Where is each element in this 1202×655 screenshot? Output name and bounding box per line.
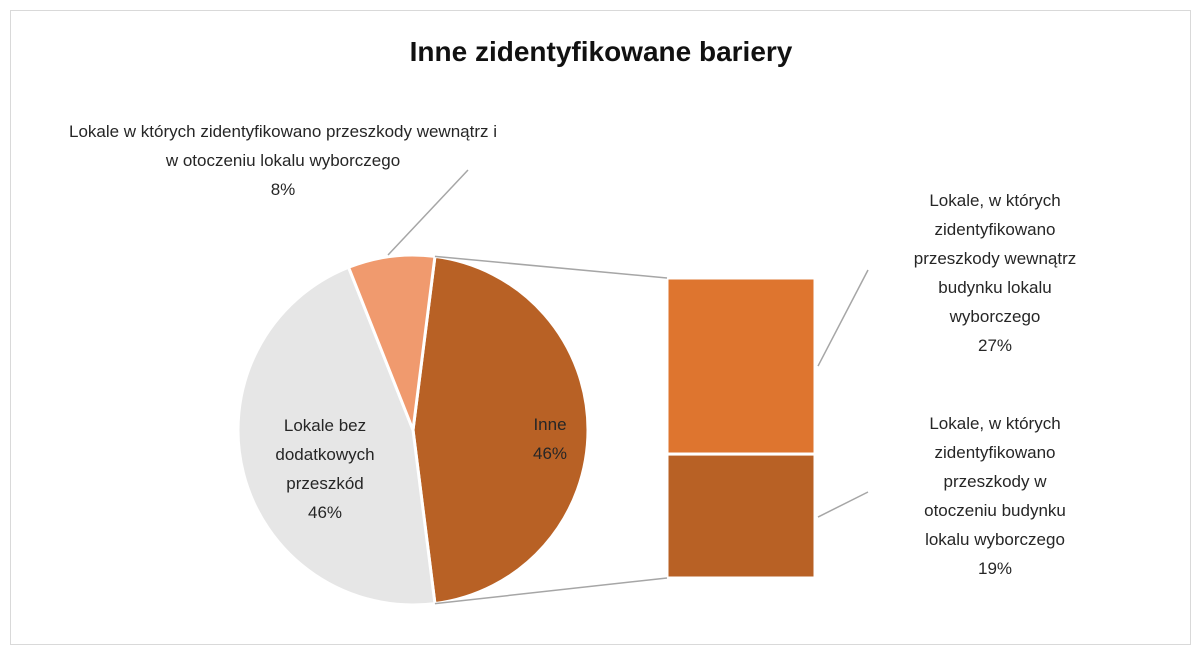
bar-label: Lokale, w których zidentyfikowano przesz…	[910, 186, 1080, 360]
connector-line	[434, 577, 668, 605]
slice-label-text: Inne	[533, 415, 567, 434]
pie-slice	[346, 253, 437, 431]
bar-label: Lokale, w których zidentyfikowano przesz…	[910, 409, 1080, 583]
slice-label-text: 46%	[307, 503, 343, 522]
pie-slice	[236, 265, 437, 607]
slice-label-text: 8%	[270, 180, 296, 199]
bar-segment	[665, 276, 817, 456]
bar-label-text: 27%	[977, 336, 1013, 355]
bar-segment	[665, 452, 817, 580]
bar-label-text: 19%	[977, 559, 1013, 578]
chart-border	[10, 10, 1191, 645]
leader-line	[817, 269, 869, 367]
slice-label: Lokale w których zidentyfikowano przeszk…	[68, 117, 498, 204]
slice-label: Lokale bez dodatkowych przeszkód 46%	[250, 411, 400, 527]
leader-line	[817, 491, 869, 518]
slice-label-text: 46%	[532, 444, 568, 463]
pie-slice	[411, 254, 590, 606]
slice-label-text: Lokale bez dodatkowych przeszkód	[275, 416, 375, 493]
leader-line	[387, 169, 469, 256]
slice-label-text: Lokale w których zidentyfikowano przeszk…	[68, 122, 498, 170]
bar-label-text: Lokale, w których zidentyfikowano przesz…	[924, 414, 1066, 549]
connector-line	[434, 255, 668, 279]
slice-label: Inne 46%	[490, 410, 610, 468]
bar-label-text: Lokale, w których zidentyfikowano przesz…	[913, 191, 1077, 326]
chart-title: Inne zidentyfikowane bariery	[409, 36, 793, 67]
